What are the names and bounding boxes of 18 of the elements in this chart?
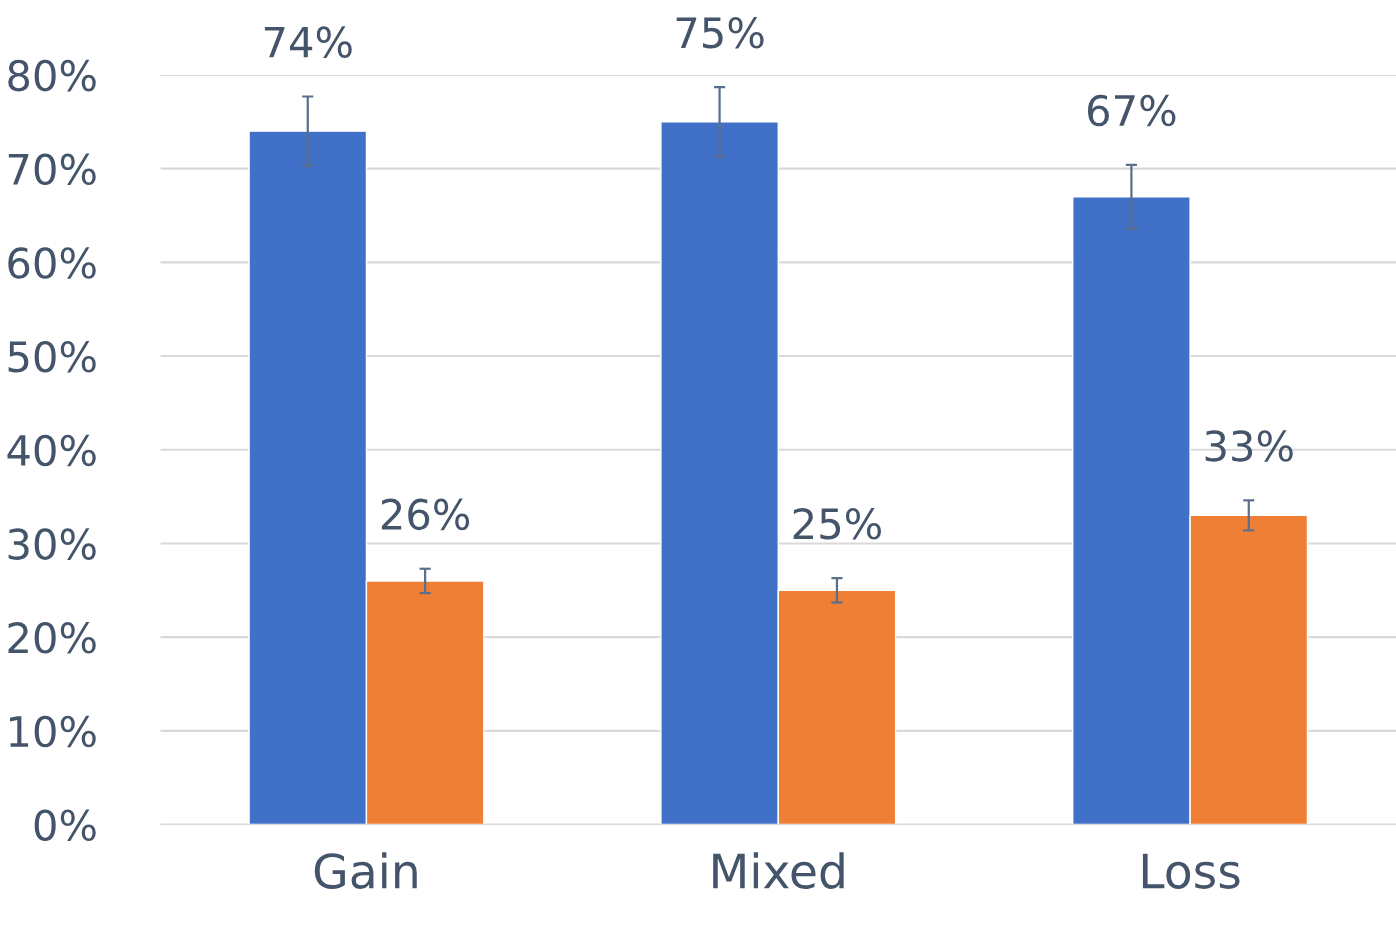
data-label: 25% — [793, 507, 881, 540]
x-tick-label: Gain — [314, 852, 417, 889]
data-label: 26% — [381, 498, 470, 531]
y-tick-label: 50% — [8, 340, 96, 373]
y-tick-label: 10% — [10, 715, 96, 748]
y-tick-label: 80% — [8, 59, 96, 92]
x-tick-label: Mixed — [713, 852, 844, 889]
y-tick-label: 40% — [7, 434, 96, 467]
y-tick-label: 60% — [8, 247, 96, 279]
y-tick-label: 0% — [34, 809, 96, 841]
data-label: 33% — [1205, 430, 1293, 462]
y-tick-label: 20% — [8, 622, 96, 654]
y-tick-label: 70% — [8, 153, 96, 186]
data-label: 74% — [264, 26, 352, 58]
data-label: 67% — [1088, 94, 1176, 127]
data-label: 75% — [676, 17, 764, 49]
y-tick-label: 30% — [8, 528, 96, 560]
x-tick-label: Loss — [1142, 853, 1240, 889]
